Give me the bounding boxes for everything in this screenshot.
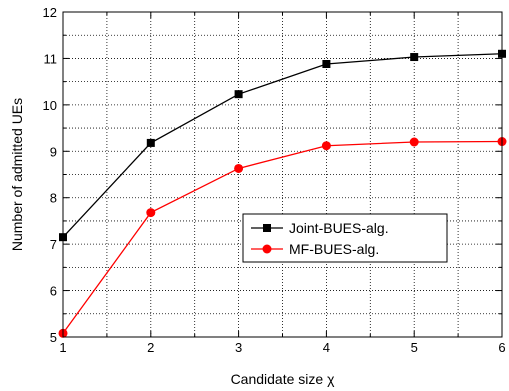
legend-marker [262,244,272,254]
x-axis-title: Candidate size χ [231,371,336,387]
x-tick-label: 1 [59,340,66,355]
y-tick-label: 12 [43,5,57,20]
data-point [146,208,156,218]
legend-label: Joint-BUES-alg. [289,220,389,236]
y-tick-label: 9 [50,144,57,159]
y-axis-title: Number of admitted UEs [9,98,25,251]
grid-lines [63,12,502,337]
y-tick-label: 10 [43,98,57,113]
x-tick-label: 3 [235,340,242,355]
legend-marker [263,224,271,232]
y-tick-label: 5 [50,330,57,345]
series-1 [59,49,506,242]
y-tick-label: 7 [50,237,57,252]
x-tick-label: 2 [147,340,154,355]
y-tick-label: 8 [50,191,57,206]
data-point [322,60,331,68]
data-point [234,90,243,99]
y-tick-label: 6 [50,284,57,299]
legend: Joint-BUES-alg. MF-BUES-alg. [242,213,448,263]
x-tick-label: 4 [323,340,330,355]
data-point [410,53,419,62]
data-point [409,137,419,147]
series-line [62,140,503,334]
legend-label: MF-BUES-alg. [289,241,379,257]
x-tick-label: 5 [411,340,418,355]
x-tick-label: 6 [498,340,505,355]
legend-box [242,213,448,263]
data-point [234,163,244,173]
data-point [321,141,331,151]
data-point [146,138,155,147]
series-line [62,53,503,238]
y-tick-label: 11 [44,51,58,66]
